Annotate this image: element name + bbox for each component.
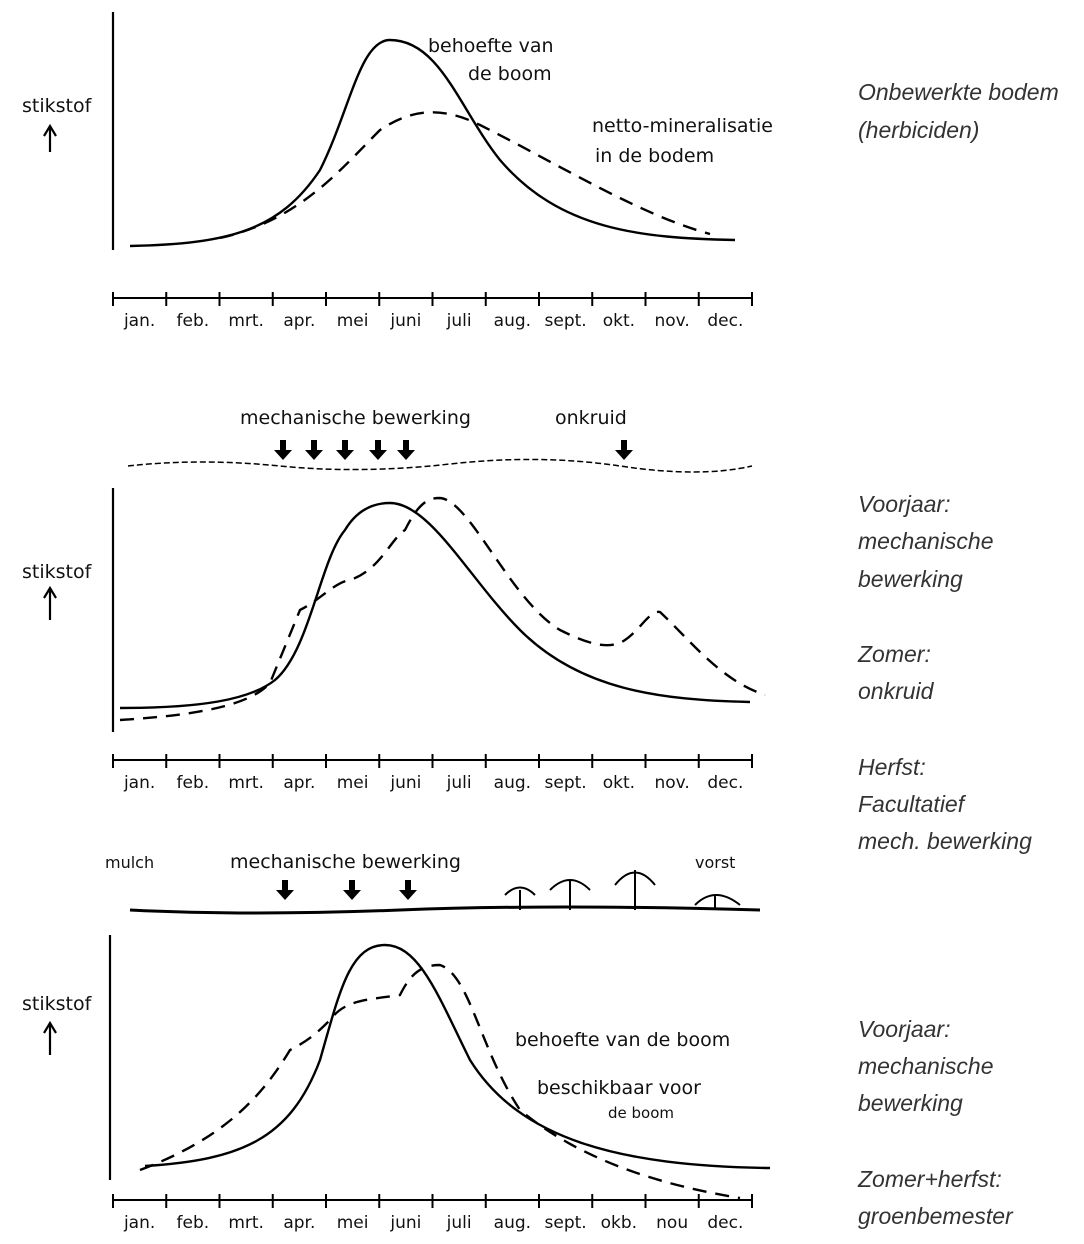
label: behoefte van — [428, 35, 554, 57]
plants — [504, 870, 741, 910]
month-label: sept. — [545, 773, 587, 793]
side-text: bewerking — [858, 566, 963, 592]
side-text: onkruid — [858, 678, 935, 704]
month-label: mei — [337, 1213, 369, 1233]
arrows — [276, 880, 417, 900]
month-label: dec. — [707, 1213, 743, 1233]
side-text: Voorjaar: — [858, 491, 950, 517]
top-label: mulch — [105, 853, 154, 872]
side-text: Herfst: — [858, 754, 926, 780]
month-label: nov. — [654, 773, 689, 793]
month-label: jan. — [123, 773, 155, 793]
ground — [127, 458, 753, 473]
month-label: juni — [389, 1213, 421, 1233]
month-label: nov. — [654, 311, 689, 331]
month-label: mei — [337, 773, 369, 793]
side-text: mech. bewerking — [858, 828, 1032, 854]
month-label: juli — [446, 1213, 472, 1233]
month-label: dec. — [707, 773, 743, 793]
y-label: stikstof — [22, 993, 93, 1015]
side-text: Onbewerkte bodem — [858, 79, 1059, 105]
top-label: mechanische bewerking — [240, 407, 471, 429]
month-label: aug. — [494, 311, 531, 331]
month-label: feb. — [177, 1213, 210, 1233]
y-label: stikstof — [22, 95, 93, 117]
month-label: aug. — [494, 1213, 531, 1233]
label: beschikbaar voor — [537, 1077, 701, 1099]
label: behoefte van de boom — [515, 1029, 730, 1051]
y-label: stikstof — [22, 561, 93, 583]
side-text: mechanische — [858, 528, 994, 554]
month-axis: jan. feb. mrt. apr. mei juni juli aug. sept. okb.… — [112, 1194, 753, 1233]
demand-curve — [119, 501, 751, 710]
month-label: feb. — [177, 311, 210, 331]
month-label: sept. — [545, 311, 587, 331]
month-label: dec. — [707, 311, 743, 331]
side-text: Zomer+herfst: — [857, 1166, 1002, 1192]
month-label: feb. — [177, 773, 210, 793]
month-label: juli — [446, 311, 472, 331]
month-label: sept. — [545, 1213, 587, 1233]
arrow — [43, 1020, 57, 1055]
top-label: onkruid — [555, 407, 627, 429]
month-label: okb. — [601, 1213, 637, 1233]
month-label: jan. — [123, 1213, 155, 1233]
month-label: apr. — [283, 773, 315, 793]
month-label: okt. — [603, 311, 635, 331]
month-label: mrt. — [228, 773, 264, 793]
month-axis: jan. feb. mrt. apr. mei juni juli aug. sept. okt.… — [112, 292, 753, 331]
label: de boom — [608, 1104, 674, 1122]
supply-curve — [219, 111, 711, 240]
side-text: mechanische — [858, 1053, 994, 1079]
month-label: mrt. — [228, 1213, 264, 1233]
ground — [129, 905, 761, 915]
supply-curve — [139, 963, 741, 1200]
side-text: Voorjaar: — [858, 1016, 950, 1042]
demand-curve — [129, 38, 736, 248]
month-label: apr. — [283, 1213, 315, 1233]
side-text: Facultatief — [858, 791, 967, 817]
supply-curve — [119, 496, 766, 722]
month-label: mrt. — [228, 311, 264, 331]
label: de boom — [468, 63, 552, 85]
top-label: mechanische bewerking — [230, 851, 461, 873]
arrow — [43, 123, 57, 152]
label: in de bodem — [595, 145, 714, 167]
month-label: juni — [389, 773, 421, 793]
side-text: bewerking — [858, 1090, 963, 1116]
side-text: Zomer: — [857, 641, 931, 667]
label: netto-mineralisatie — [592, 115, 773, 137]
month-label: juli — [446, 773, 472, 793]
month-label: juni — [389, 311, 421, 331]
month-label: okt. — [603, 773, 635, 793]
side-text: (herbiciden) — [858, 117, 979, 143]
month-label: apr. — [283, 311, 315, 331]
side-text: groenbemester — [858, 1203, 1014, 1229]
arrows — [274, 440, 633, 460]
arrow — [43, 585, 57, 620]
month-label: mei — [337, 311, 369, 331]
month-label: jan. — [123, 311, 155, 331]
month-label: aug. — [494, 773, 531, 793]
month-axis: jan. feb. mrt. apr. mei juni juli aug. sept. okt.… — [112, 754, 753, 793]
top-label: vorst — [695, 853, 735, 872]
month-label: nou — [656, 1213, 688, 1233]
demand-curve — [144, 943, 771, 1170]
